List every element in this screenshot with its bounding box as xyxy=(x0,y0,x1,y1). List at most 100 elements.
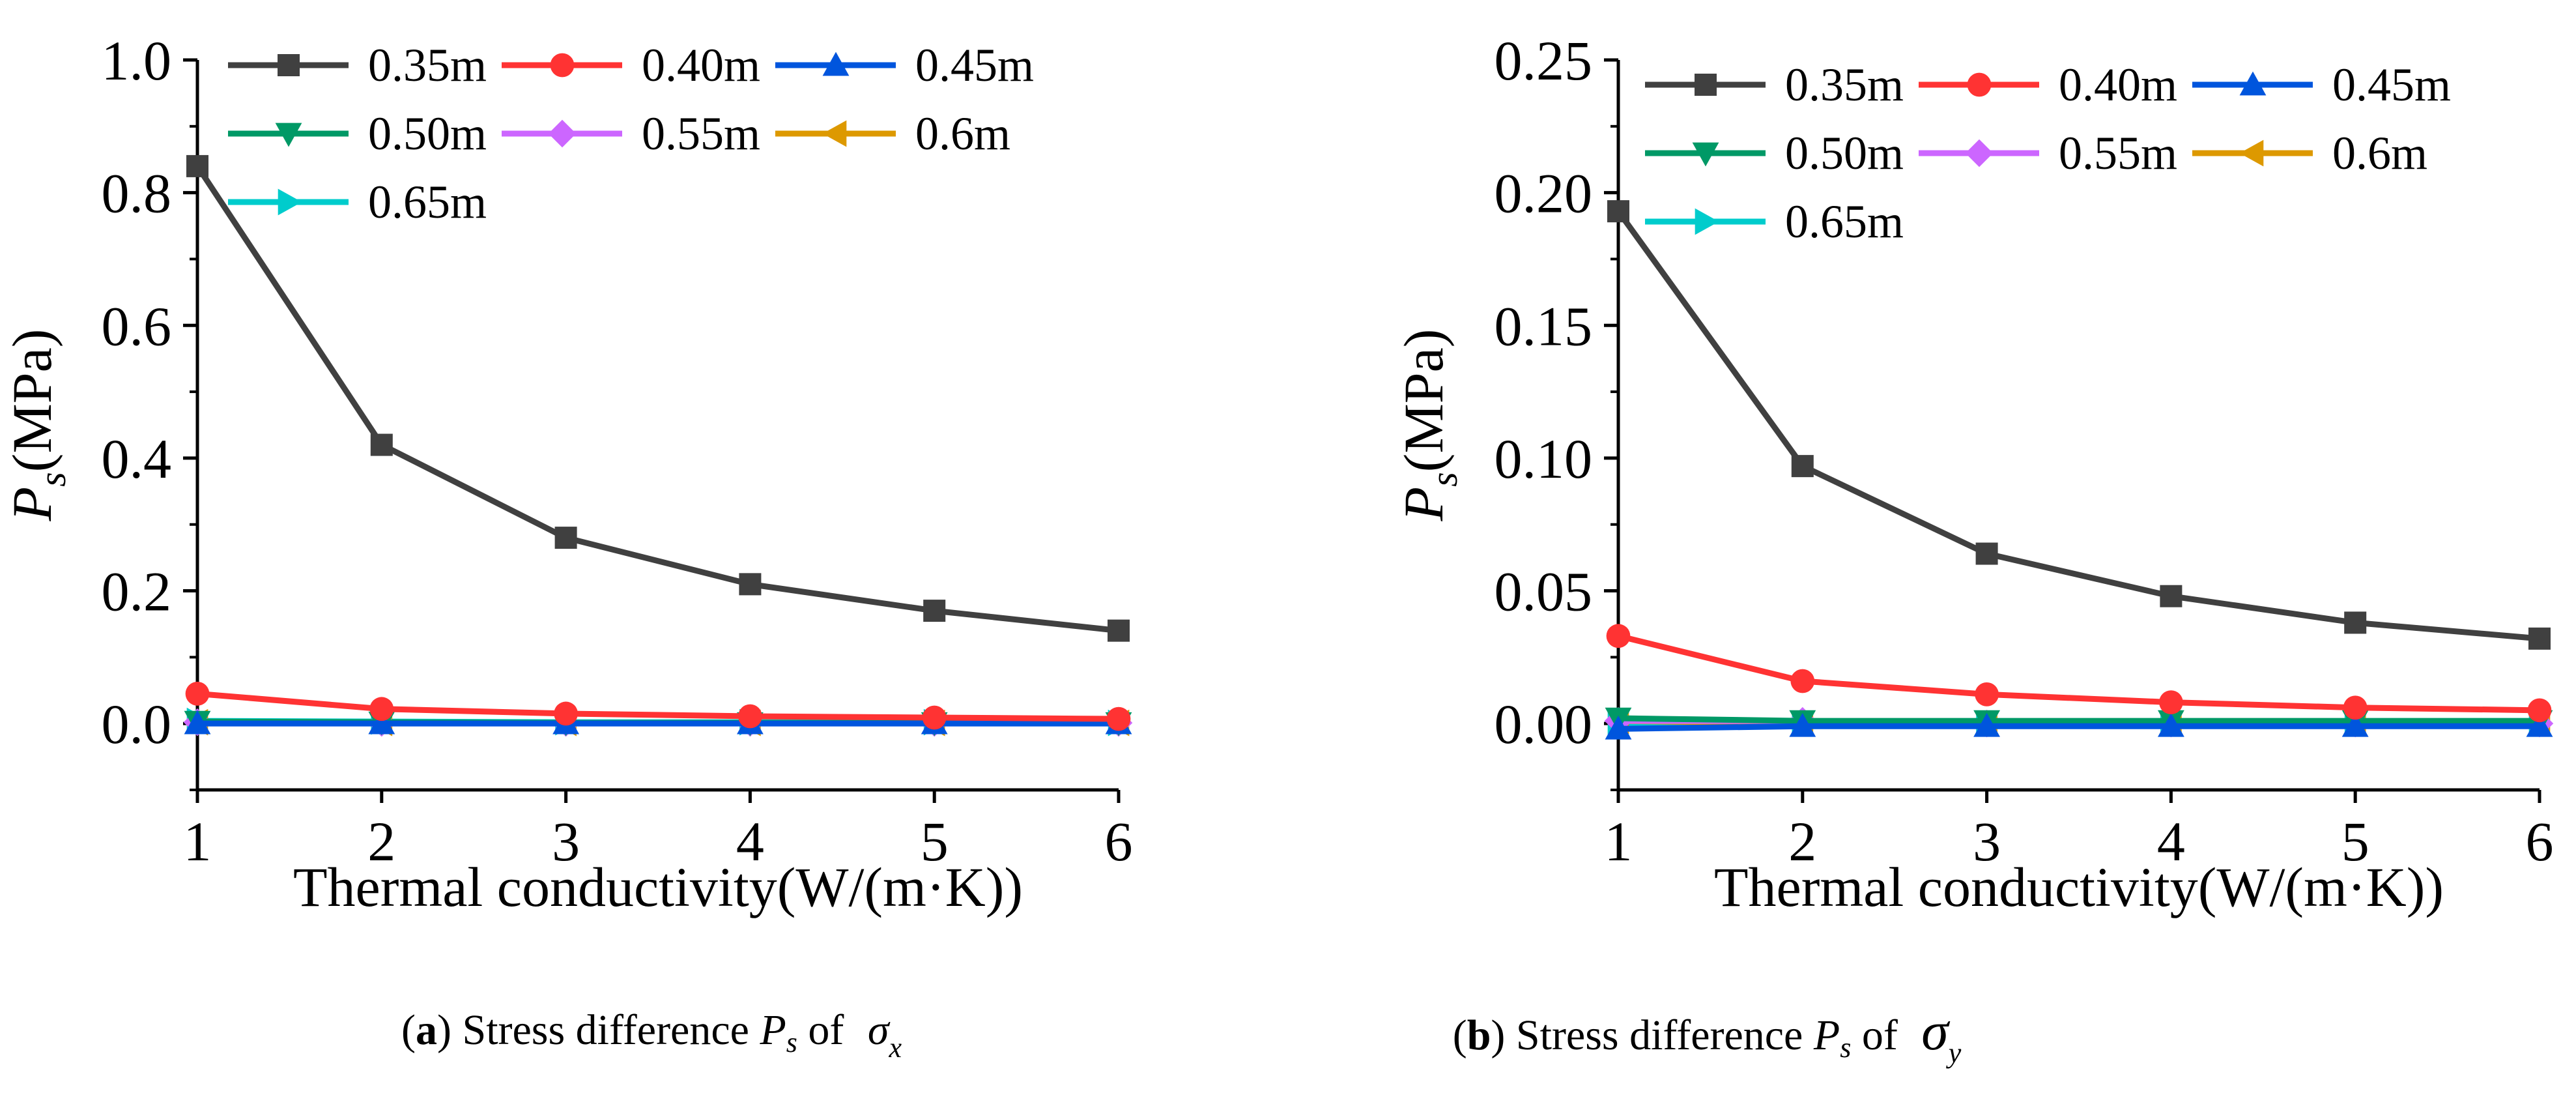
data-point xyxy=(2526,712,2553,737)
x-tick-label: 1 xyxy=(1605,810,1633,873)
data-point xyxy=(1605,715,1632,740)
chart-panel-b: 1 2 3 4 5 6 0.00 0.05 0.10 0.15 0.20 0.25 Thermal co… xyxy=(1392,29,2554,1069)
data-point xyxy=(370,433,393,456)
legend-marker xyxy=(278,54,300,76)
y-axis-title: Ps(MPa) xyxy=(1392,329,1465,522)
caption-ps-sub: s xyxy=(1840,1032,1851,1064)
x-tick-label: 5 xyxy=(921,810,949,873)
caption-letter: b xyxy=(1467,1011,1491,1059)
data-point xyxy=(1791,455,1814,478)
legend-marker xyxy=(1692,142,1719,167)
legend-item: 0.40m xyxy=(1919,59,2177,111)
legend-marker xyxy=(822,51,850,76)
caption-paren: ( xyxy=(401,1006,416,1054)
data-point xyxy=(184,710,211,735)
caption-letter: a xyxy=(416,1006,437,1054)
legend: 0.35m 0.40m 0.45m 0.50m 0.55m 0.6m 0.65m xyxy=(1645,59,2451,248)
caption-paren: ) xyxy=(437,1006,451,1054)
legend: 0.35m 0.40m 0.45m 0.50m 0.55m 0.6m 0.65m xyxy=(228,39,1034,228)
x-tick-label: 2 xyxy=(367,810,395,873)
data-point xyxy=(1789,712,1816,737)
legend-label: 0.55m xyxy=(642,108,760,160)
y-axis-title-symbol: P xyxy=(1,487,63,522)
legend-marker xyxy=(1695,208,1719,235)
data-point xyxy=(186,154,208,177)
series-0.35m xyxy=(186,154,1130,642)
caption-text: Stress difference xyxy=(451,1006,760,1054)
y-tick-label: 0.25 xyxy=(1495,29,1593,92)
legend-item: 0.6m xyxy=(775,108,1010,160)
data-point xyxy=(1973,712,2000,737)
x-tick-label: 6 xyxy=(1105,810,1133,873)
legend-label: 0.50m xyxy=(368,108,487,160)
caption-sigma: σ xyxy=(868,1006,891,1054)
legend-marker xyxy=(1967,72,1992,97)
caption-ps: P xyxy=(759,1006,786,1054)
y-tick-label: 0.6 xyxy=(102,295,172,357)
legend-marker xyxy=(550,53,575,78)
legend-item: 0.50m xyxy=(228,108,487,160)
x-tick-label: 5 xyxy=(2341,810,2369,873)
y-tick-label: 0.2 xyxy=(102,560,172,623)
data-point xyxy=(1975,542,1998,565)
series-line xyxy=(1616,209,2540,642)
data-point xyxy=(2160,585,2182,607)
legend-item: 0.6m xyxy=(2192,127,2427,179)
y-axis-title-unit: (MPa) xyxy=(1392,329,1455,473)
legend-item: 0.55m xyxy=(1919,127,2177,179)
legend-label: 0.45m xyxy=(2332,59,2451,111)
legend-label: 0.55m xyxy=(2059,127,2177,179)
series-0.35m xyxy=(1607,200,2551,650)
x-axis-title: Thermal conductivity(W/(m·K)) xyxy=(1714,856,2444,918)
caption-sigma-sub: x xyxy=(888,1032,902,1064)
legend-item: 0.35m xyxy=(228,39,487,91)
data-point xyxy=(368,710,395,735)
legend-marker xyxy=(2239,139,2264,167)
y-axis-title: Ps(MPa) xyxy=(1,329,74,522)
data-point xyxy=(1607,200,1629,223)
x-axis-title: Thermal conductivity(W/(m·K)) xyxy=(293,856,1023,918)
legend-label: 0.6m xyxy=(2332,127,2427,179)
figure-caption: (b) Stress difference Ps of σy xyxy=(1453,1001,1962,1069)
y-tick-label: 0.05 xyxy=(1495,560,1593,623)
series-line xyxy=(195,164,1119,634)
data-point xyxy=(738,704,762,729)
data-point xyxy=(2158,712,2184,737)
series-0.45m xyxy=(1605,712,2553,740)
x-tick-label: 2 xyxy=(1788,810,1816,873)
legend-marker xyxy=(275,123,302,147)
y-tick-label: 0.4 xyxy=(102,428,172,490)
legend-label: 0.65m xyxy=(368,176,487,228)
caption-paren: ( xyxy=(1453,1011,1467,1059)
caption-of: of xyxy=(1851,1011,1908,1059)
figure-caption: (a) Stress difference Ps of σx xyxy=(401,1006,902,1064)
series-line xyxy=(1618,723,2540,732)
data-point xyxy=(2159,690,2183,714)
data-point xyxy=(1606,624,1631,648)
legend-marker xyxy=(548,119,577,148)
caption-ps: P xyxy=(1813,1011,1840,1059)
x-tick-label: 4 xyxy=(736,810,764,873)
caption-sigma-sub: y xyxy=(1946,1037,1962,1069)
y-tick-label: 0.15 xyxy=(1495,295,1593,357)
data-point xyxy=(554,527,577,549)
data-point xyxy=(923,600,946,622)
data-point xyxy=(1790,669,1815,693)
y-tick-label: 0.10 xyxy=(1495,428,1593,490)
y-axis-title-unit: (MPa) xyxy=(1,329,63,473)
legend-item: 0.55m xyxy=(502,108,760,160)
legend-label: 0.40m xyxy=(642,39,760,91)
y-axis-title-symbol: P xyxy=(1392,487,1455,522)
legend-marker xyxy=(1695,74,1717,96)
data-point xyxy=(1975,682,1999,706)
y-axis-title-subscript: s xyxy=(1423,472,1465,487)
x-tick-label: 3 xyxy=(552,810,580,873)
x-tick-label: 6 xyxy=(2526,810,2554,873)
legend-marker xyxy=(278,188,302,216)
legend-label: 0.35m xyxy=(1785,59,1904,111)
x-tick-label: 3 xyxy=(1973,810,2001,873)
caption-of: of xyxy=(797,1006,855,1054)
legend-label: 0.50m xyxy=(1785,127,1904,179)
caption-text: Stress difference xyxy=(1505,1011,1813,1059)
